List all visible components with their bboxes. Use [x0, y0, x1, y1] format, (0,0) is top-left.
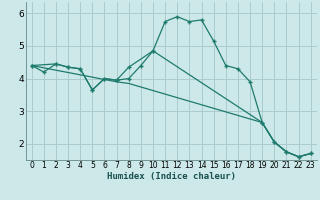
X-axis label: Humidex (Indice chaleur): Humidex (Indice chaleur) — [107, 172, 236, 181]
